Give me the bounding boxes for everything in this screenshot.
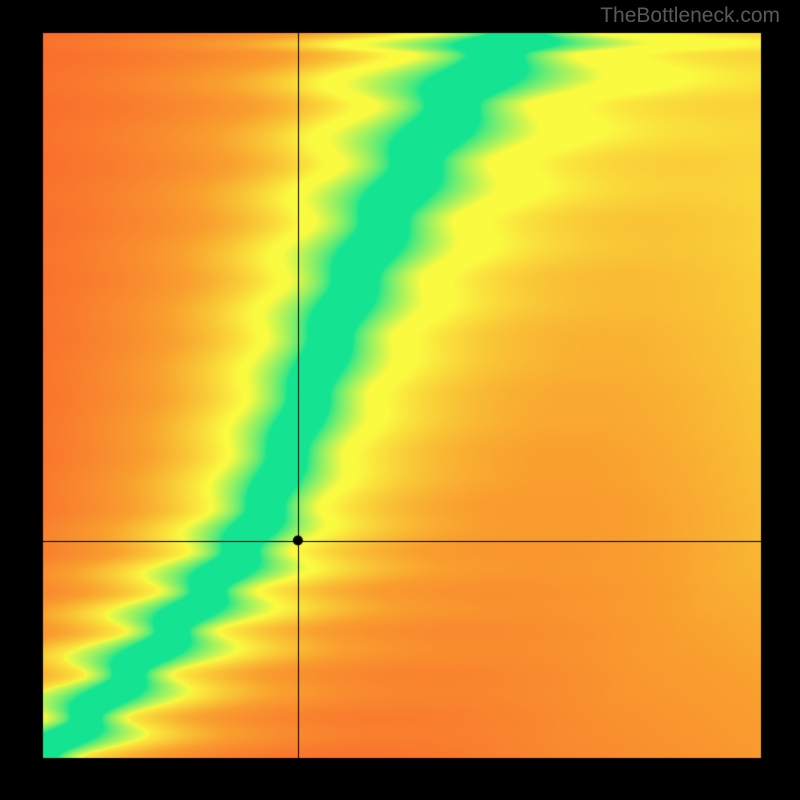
chart-container: { "watermark": "TheBottleneck.com", "can… bbox=[0, 0, 800, 800]
watermark: TheBottleneck.com bbox=[600, 4, 780, 28]
bottleneck-heatmap bbox=[0, 0, 800, 800]
